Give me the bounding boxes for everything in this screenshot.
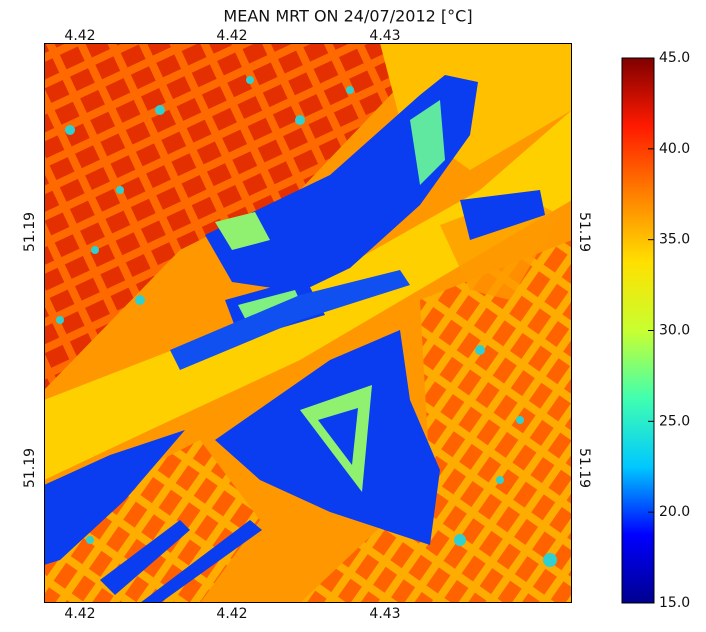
colorbar-tick-label: 40.0 [659,141,690,157]
chart: MEAN MRT ON 24/07/2012 [°C] 15.02 [0,0,706,628]
colorbar-tick-label: 45.0 [659,50,690,66]
heatmap-raster [44,43,572,603]
x-tick-label-bottom: 4.42 [64,606,95,622]
y-tick-label-right: 51.19 [576,212,592,252]
chart-title: MEAN MRT ON 24/07/2012 [°C] [223,7,472,26]
x-tick-label-top: 4.42 [216,28,247,44]
y-tick-label-right: 51.19 [576,448,592,488]
x-tick-label-bottom: 4.42 [216,606,247,622]
x-tick-label-bottom: 4.43 [369,606,400,622]
colorbar-tick-label: 35.0 [659,232,690,248]
colorbar-tick-label: 20.0 [659,504,690,520]
y-tick-label-left: 51.19 [22,212,38,252]
x-tick-label-top: 4.43 [369,28,400,44]
colorbar-tick-label: 30.0 [659,323,690,339]
colorbar-tick-label: 15.0 [659,595,690,611]
x-tick-label-top: 4.42 [64,28,95,44]
colorbar-tick-label: 25.0 [659,413,690,429]
y-tick-label-left: 51.19 [22,448,38,488]
